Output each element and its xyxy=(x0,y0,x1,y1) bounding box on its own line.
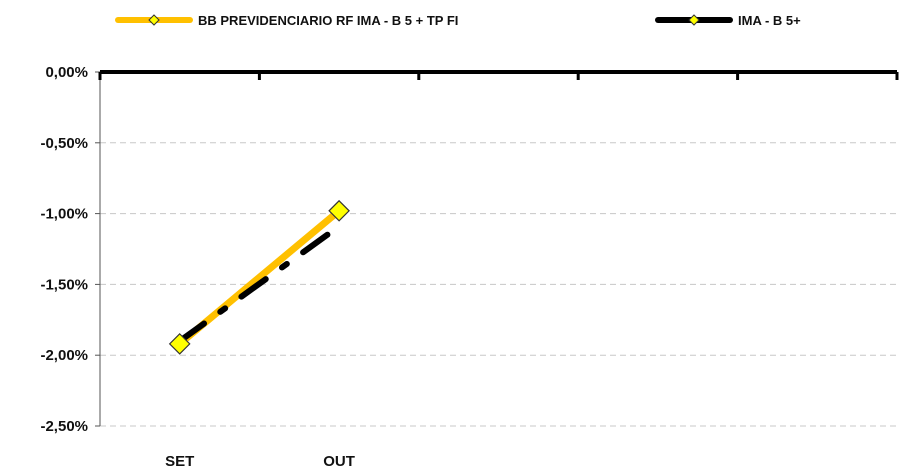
y-tick-label: -1,00% xyxy=(40,206,88,223)
y-tick-label: 0,00% xyxy=(45,64,88,81)
y-tick-label: -2,50% xyxy=(40,418,88,435)
y-tick-label: -1,50% xyxy=(40,276,88,293)
x-tick-label: OUT xyxy=(323,453,355,470)
legend-label: BB PREVIDENCIARIO RF IMA - B 5 + TP FI xyxy=(198,13,458,28)
y-tick-label: -0,50% xyxy=(40,135,88,152)
series-line-benchmark xyxy=(176,223,343,345)
axes: 0,00% -0,50% -1,00% -1,50% -2,00% -2,50% SET OU… xyxy=(40,64,899,470)
x-tick-label: SET xyxy=(165,453,194,470)
y-tick-label: -2,00% xyxy=(40,347,88,364)
data-point-fund xyxy=(328,199,350,222)
series-group xyxy=(168,199,350,355)
legend-item-fund: BB PREVIDENCIARIO RF IMA - B 5 + TP FI xyxy=(115,13,458,28)
legend-marker-icon xyxy=(688,14,700,26)
legend: BB PREVIDENCIARIO RF IMA - B 5 + TP FI IM… xyxy=(115,13,801,28)
data-point-fund xyxy=(168,333,191,355)
legend-marker-icon xyxy=(148,14,160,26)
gridlines xyxy=(100,142,897,427)
legend-item-benchmark: IMA - B 5+ xyxy=(655,13,801,28)
legend-label: IMA - B 5+ xyxy=(738,13,801,28)
